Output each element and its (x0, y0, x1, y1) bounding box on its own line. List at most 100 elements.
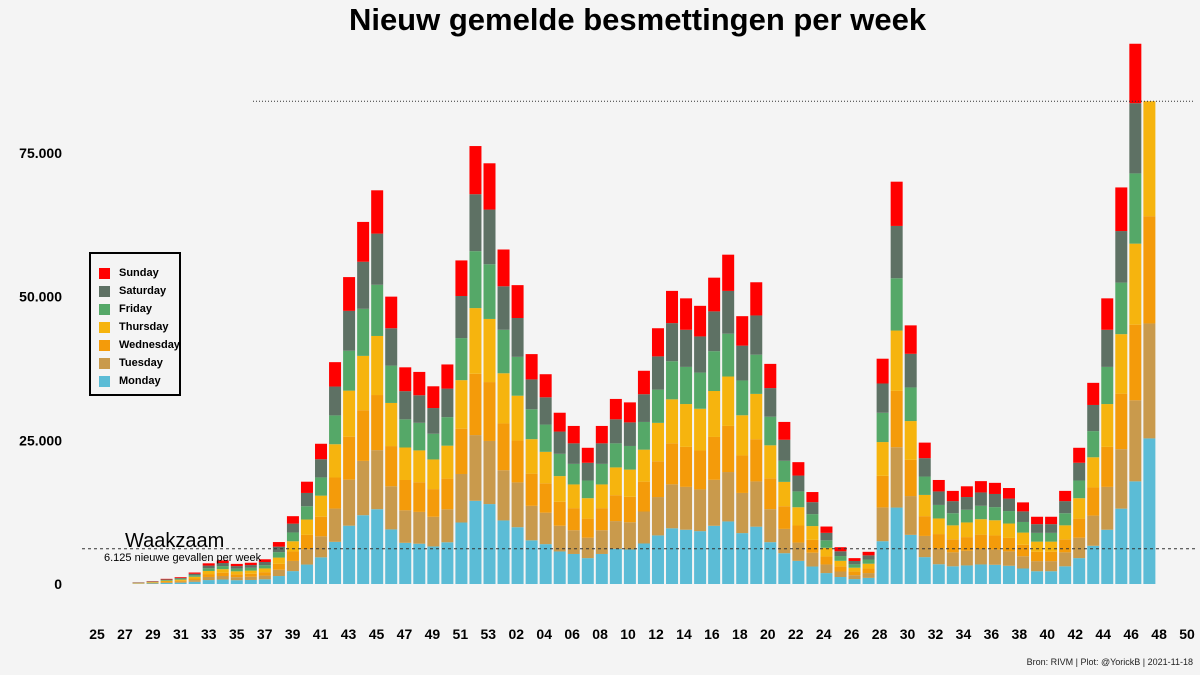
bar-segment-sunday (595, 425, 608, 444)
bar-segment-friday (272, 552, 285, 558)
bar-segment-friday (525, 409, 538, 440)
bar-segment-tuesday (806, 552, 819, 567)
x-tick-label: 08 (592, 626, 608, 642)
bar-segment-thursday (399, 447, 412, 480)
bar-segment-saturday (1129, 103, 1142, 174)
bar-segment-saturday (932, 491, 945, 505)
bar-segment-friday (651, 389, 664, 423)
bar-segment-monday (497, 520, 510, 584)
bar-segment-friday (230, 568, 243, 572)
bar-segment-friday (848, 564, 861, 568)
bar-segment-monday (483, 504, 496, 584)
bar-segment-thursday (343, 390, 356, 437)
bar-segment-friday (820, 540, 833, 548)
bar-segment-monday (146, 583, 159, 584)
bar-segment-friday (1059, 513, 1072, 526)
bar-segment-tuesday (441, 509, 454, 543)
bar-segment-friday (202, 568, 215, 571)
bar-segment-tuesday (1143, 323, 1156, 439)
bar-segment-sunday (623, 402, 636, 423)
bar-segment-friday (455, 338, 468, 381)
legend-label: Saturday (119, 285, 167, 297)
bar-segment-saturday (1059, 501, 1072, 514)
bar-segment-saturday (455, 296, 468, 339)
bar-segment-monday (820, 573, 833, 584)
bar-segment-friday (469, 251, 482, 309)
bar-segment-thursday (820, 547, 833, 557)
bar-segment-monday (553, 551, 566, 584)
bar-segment-wednesday (778, 506, 791, 529)
bar-segment-friday (1087, 431, 1100, 458)
bar-segment-thursday (511, 395, 524, 441)
bar-segment-wednesday (1002, 537, 1015, 552)
bar-segment-wednesday (343, 436, 356, 480)
bar-segment-tuesday (525, 505, 538, 541)
bar-segment-sunday (1031, 516, 1044, 525)
bar-segment-saturday (581, 462, 594, 481)
bar-segment-thursday (174, 579, 187, 581)
bar-segment-saturday (244, 565, 257, 568)
bar-segment-friday (960, 509, 973, 523)
bar-segment-monday (343, 525, 356, 584)
bar-segment-saturday (848, 560, 861, 565)
bar-segment-thursday (315, 495, 328, 517)
bar-segment-saturday (539, 397, 552, 425)
legend-item-saturday: Saturday (99, 282, 179, 300)
bar-segment-wednesday (286, 551, 299, 561)
bar-segment-saturday (1002, 498, 1015, 512)
bar-segment-wednesday (455, 428, 468, 474)
bar-segment-saturday (792, 475, 805, 492)
bar-segment-friday (567, 463, 580, 485)
waakzaam-sublabel: 6.125 nieuwe gevallen per week (104, 552, 262, 564)
bar-segment-thursday (553, 476, 566, 502)
bar-segment-saturday (974, 492, 987, 506)
bar-segment-wednesday (1059, 539, 1072, 553)
bar-segment-friday (890, 278, 903, 331)
bar-segment-friday (581, 480, 594, 499)
bar-segment-sunday (694, 305, 707, 337)
bar-segment-saturday (862, 555, 875, 560)
bar-segment-tuesday (890, 447, 903, 508)
legend-label: Wednesday (119, 339, 180, 351)
bar-segment-wednesday (609, 495, 622, 522)
bar-segment-saturday (876, 383, 889, 413)
bar-segment-monday (946, 566, 959, 584)
bar-segment-tuesday (750, 481, 763, 527)
bar-segment-tuesday (357, 460, 370, 516)
bar-segment-tuesday (371, 450, 384, 510)
bar-segment-tuesday (764, 509, 777, 543)
bar-segment-sunday (946, 490, 959, 502)
bar-segment-saturday (385, 328, 398, 366)
bar-segment-saturday (778, 439, 791, 461)
bar-segment-monday (609, 548, 622, 584)
bar-segment-tuesday (553, 525, 566, 552)
bar-segment-wednesday (1115, 393, 1128, 450)
bar-segment-friday (694, 372, 707, 409)
bar-segment-thursday (708, 391, 721, 437)
legend-item-thursday: Thursday (99, 318, 179, 336)
bar-segment-saturday (413, 395, 426, 423)
bar-segment-monday (216, 579, 229, 584)
bar-segment-thursday (1073, 498, 1086, 519)
bar-segment-monday (876, 541, 889, 584)
source-credit: Bron: RIVM | Plot: @YorickB | 2021-11-18 (1026, 657, 1193, 667)
bar-segment-monday (736, 533, 749, 584)
bar-segment-friday (988, 507, 1001, 521)
bar-segment-friday (764, 416, 777, 446)
bar-segment-tuesday (946, 552, 959, 567)
bar-segment-monday (1115, 508, 1128, 584)
bar-segment-wednesday (1031, 551, 1044, 562)
bar-segment-friday (946, 513, 959, 526)
bar-segment-wednesday (413, 482, 426, 512)
bar-segment-thursday (736, 415, 749, 456)
bar-segment-tuesday (722, 472, 735, 522)
bar-segment-wednesday (371, 395, 384, 451)
bar-segment-wednesday (792, 525, 805, 543)
legend-label: Monday (119, 375, 161, 387)
bar-segment-sunday (736, 316, 749, 346)
bar-segment-tuesday (778, 528, 791, 554)
bar-segment-sunday (1101, 298, 1114, 330)
bar-segment-monday (680, 529, 693, 584)
bar-segment-saturday (160, 579, 173, 581)
bar-segment-thursday (848, 567, 861, 572)
